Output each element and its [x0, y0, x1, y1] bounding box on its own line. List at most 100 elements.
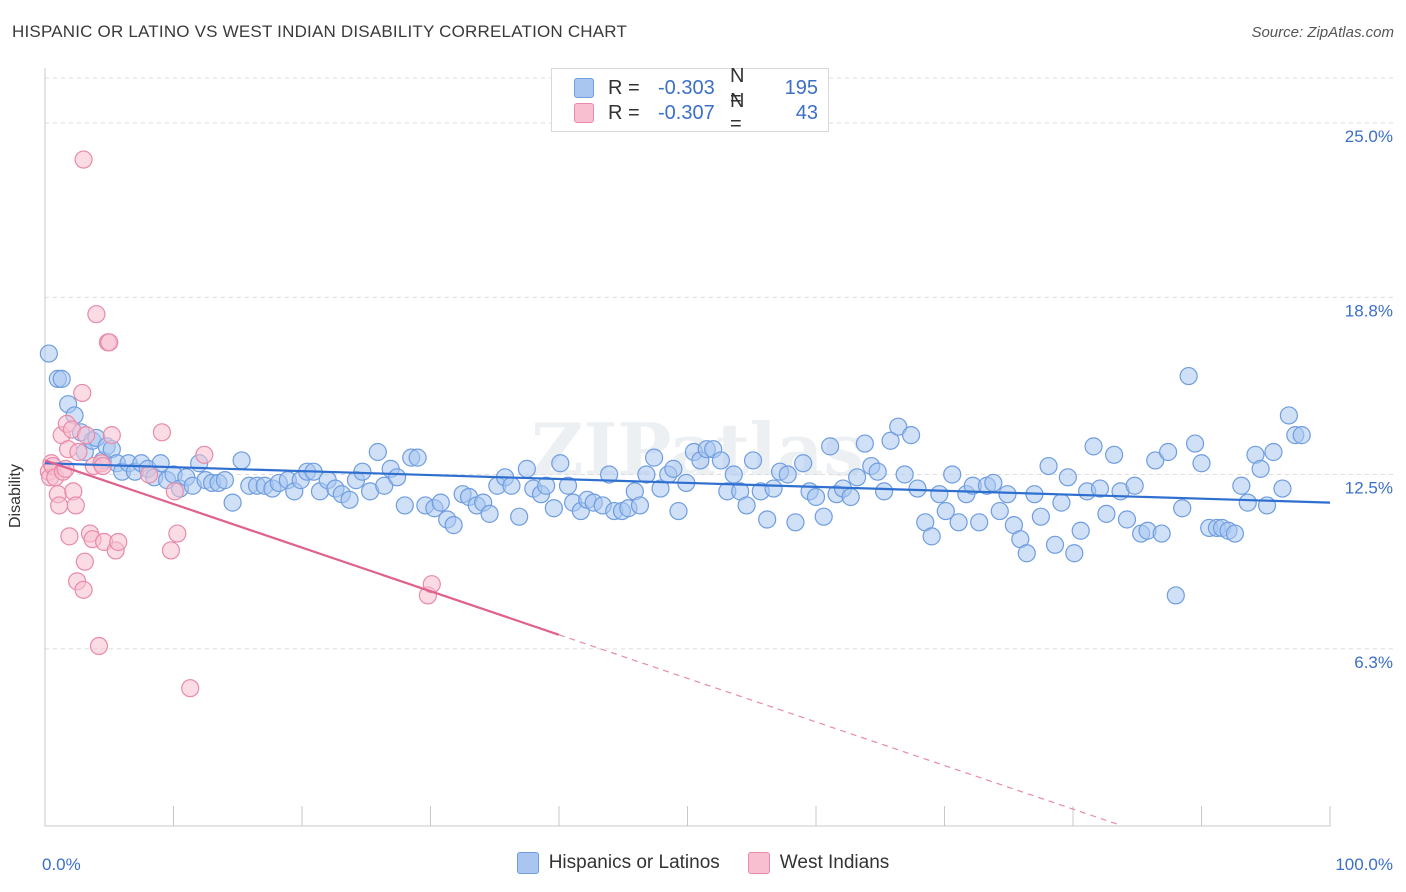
- hispanics-point: [1251, 459, 1270, 478]
- legend-n-value: 43: [795, 101, 818, 124]
- hispanics-point: [1031, 507, 1050, 526]
- hispanics-point: [537, 476, 556, 495]
- hispanics-point: [895, 465, 914, 484]
- hispanics-point: [52, 369, 71, 388]
- hispanics-point: [1146, 451, 1165, 470]
- legend-n-value: 195: [784, 76, 818, 99]
- y-tick-label: 6.3%: [1354, 653, 1393, 672]
- legend-r-label: R =: [608, 101, 640, 124]
- hispanics-point: [1173, 499, 1192, 518]
- west-indians-point: [50, 496, 69, 515]
- west-indians-point: [60, 527, 79, 546]
- hispanics-point: [743, 451, 763, 470]
- hispanics-point: [444, 516, 463, 535]
- hispanics-point: [517, 459, 536, 478]
- hispanics-point: [821, 437, 840, 456]
- legend-n-label: N =: [730, 65, 745, 110]
- hispanics-trend-line: [44, 462, 1331, 504]
- west-indians-point: [102, 426, 121, 445]
- legend-row-hispanics: R = -0.303 N = 195: [574, 65, 818, 110]
- hispanics-point: [1192, 454, 1211, 473]
- west-indians-point: [69, 442, 88, 462]
- hispanics-point: [764, 479, 783, 498]
- hispanics-point: [1065, 544, 1084, 563]
- legend-r-value: -0.303: [658, 76, 715, 99]
- hispanics-point: [1090, 479, 1110, 498]
- hispanics-point: [1225, 524, 1245, 543]
- west-indians-point: [165, 482, 184, 501]
- hispanics-point: [630, 496, 650, 515]
- hispanics-point: [664, 459, 683, 478]
- hispanics-point: [1179, 366, 1198, 386]
- hispanics-point: [1117, 510, 1137, 529]
- hispanics-point: [408, 448, 427, 467]
- west-indians-point: [109, 532, 128, 552]
- hispanics-point: [855, 434, 874, 453]
- correlation-legend: R = -0.303 N = 195 R = -0.307 N = 43: [551, 65, 829, 135]
- hispanics-point: [1264, 442, 1283, 462]
- hispanics-point: [1152, 524, 1171, 543]
- legend-swatch-hispanics: [574, 78, 594, 98]
- chart-source: Source: ZipAtlas.com: [1251, 24, 1394, 41]
- legend-item-hispanics: Hispanics or Latinos: [516, 852, 720, 874]
- hispanics-point: [669, 501, 688, 521]
- hispanics-point: [1105, 445, 1124, 464]
- hispanics-point: [1084, 437, 1103, 456]
- legend-label-west-indians: West Indians: [779, 852, 890, 873]
- hispanics-point: [794, 454, 813, 473]
- legend-item-west-indians: West Indians: [747, 852, 890, 874]
- hispanics-point: [998, 485, 1017, 504]
- hispanics-point: [1273, 479, 1292, 498]
- hispanics-point: [806, 487, 826, 507]
- west-indians-point: [161, 541, 181, 560]
- hispanics-point: [881, 431, 900, 450]
- hispanics-point: [901, 426, 921, 445]
- west-indians-point: [77, 426, 96, 445]
- hispanics-point: [814, 507, 833, 526]
- hispanics-point: [778, 465, 797, 484]
- y-tick-label: 12.5%: [1345, 478, 1393, 497]
- hispanics-point: [984, 473, 1003, 493]
- west-indians-point: [152, 423, 172, 442]
- hispanics-point: [868, 462, 887, 481]
- legend-row-west-indians: R = -0.307 N = 43: [574, 90, 818, 135]
- hispanics-point: [1058, 468, 1077, 487]
- x-tick-label: 0.0%: [42, 855, 81, 874]
- hispanics-point: [353, 462, 372, 481]
- west-indians-point: [168, 524, 187, 543]
- west-indians-point: [89, 636, 109, 656]
- hispanics-point: [1166, 586, 1185, 605]
- hispanics-point: [651, 479, 670, 498]
- hispanics-point: [1017, 544, 1036, 563]
- hispanics-point: [889, 417, 908, 436]
- west-indians-point: [75, 552, 94, 571]
- hispanics-point: [1292, 426, 1311, 445]
- y-tick-label: 25.0%: [1345, 127, 1393, 146]
- hispanics-point: [949, 513, 968, 532]
- hispanics-point: [39, 344, 58, 363]
- hispanics-point: [431, 493, 450, 512]
- west-indians-point: [181, 679, 200, 698]
- hispanics-point: [1039, 456, 1058, 476]
- hispanics-point: [368, 442, 387, 462]
- hispanics-point: [215, 471, 234, 490]
- hispanics-point: [510, 507, 529, 526]
- hispanics-point: [970, 513, 989, 532]
- hispanics-point: [930, 485, 949, 504]
- hispanics-point: [544, 499, 563, 518]
- legend-swatch-hispanics: [516, 852, 539, 874]
- hispanics-point: [232, 451, 251, 470]
- hispanics-point: [1185, 434, 1205, 453]
- west-indians-point: [73, 383, 92, 403]
- legend-label-hispanics: Hispanics or Latinos: [548, 852, 720, 873]
- hispanics-point: [758, 510, 777, 529]
- west-indians-point: [87, 305, 106, 324]
- x-tick-label: 100.0%: [1335, 855, 1393, 874]
- hispanics-point: [848, 468, 867, 487]
- hispanics-point: [1125, 476, 1144, 495]
- hispanics-point: [1097, 504, 1116, 523]
- west-indians-point: [195, 445, 214, 464]
- west-indians-point: [100, 333, 119, 352]
- hispanics-point: [841, 487, 860, 507]
